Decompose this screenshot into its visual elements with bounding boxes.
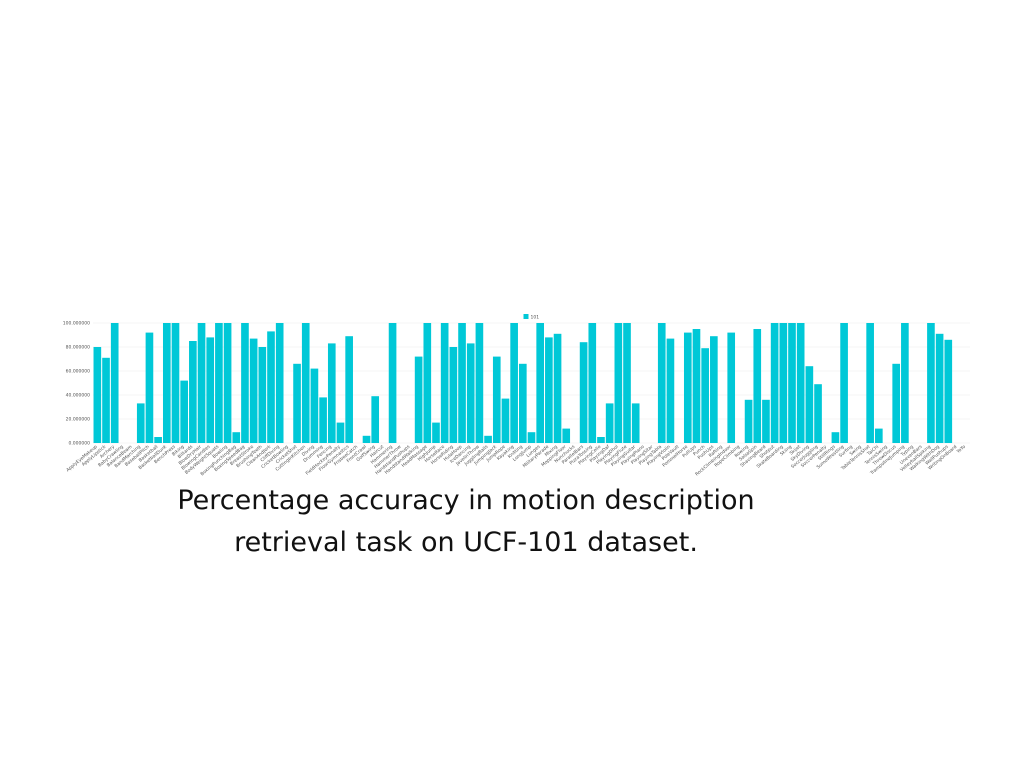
bar	[623, 323, 631, 443]
bar	[475, 323, 484, 443]
bar	[666, 338, 675, 443]
bar	[814, 384, 822, 443]
bar	[501, 398, 510, 443]
bar	[449, 347, 458, 443]
bar	[432, 422, 440, 443]
bar	[440, 323, 449, 443]
bar	[336, 422, 345, 443]
bar	[345, 336, 353, 443]
bar	[414, 356, 423, 443]
bar	[136, 403, 145, 443]
bar	[831, 432, 840, 443]
bar	[327, 343, 336, 443]
bar	[692, 329, 701, 443]
bar	[527, 432, 536, 443]
bar	[215, 323, 223, 443]
bar	[545, 337, 553, 443]
bar	[631, 403, 640, 443]
bar	[319, 397, 327, 443]
bar	[605, 403, 614, 443]
legend-swatch	[523, 314, 529, 319]
bar	[727, 332, 736, 443]
bar	[788, 323, 796, 443]
bar	[388, 323, 397, 443]
legend-label: 101	[531, 315, 540, 321]
bar	[301, 323, 310, 443]
bar	[232, 432, 241, 443]
bar	[840, 323, 848, 443]
bar	[249, 338, 258, 443]
bar	[206, 337, 215, 443]
bar	[762, 399, 770, 443]
bar	[93, 347, 102, 443]
bar	[310, 368, 319, 443]
y-tick-label: 40.000000	[66, 393, 90, 399]
bar	[683, 332, 692, 443]
bar	[710, 336, 718, 443]
bar	[805, 366, 814, 443]
bar	[553, 333, 562, 443]
bar	[110, 323, 119, 443]
bar	[484, 435, 492, 443]
bar	[458, 323, 466, 443]
bar	[944, 339, 953, 443]
bar	[866, 323, 874, 443]
bar	[927, 323, 935, 443]
bar	[189, 341, 197, 443]
bar	[701, 348, 709, 443]
chart: 0.000000 20.000000 40.000000 60.000000 80.00…	[63, 314, 970, 477]
caption: Percentage accuracy in motion descriptio…	[177, 485, 755, 558]
bar	[362, 435, 371, 443]
bar	[102, 357, 110, 443]
bar	[657, 323, 666, 443]
bar	[901, 323, 909, 443]
bar	[293, 363, 301, 443]
bar	[892, 363, 901, 443]
bar	[779, 323, 788, 443]
bar	[154, 437, 162, 443]
bar	[267, 331, 275, 443]
x-tick-label: YoYo	[955, 444, 967, 456]
bar	[518, 363, 527, 443]
bar	[466, 343, 475, 443]
y-tick-label: 100.000000	[63, 321, 90, 327]
bar	[744, 399, 753, 443]
bar	[492, 356, 501, 443]
bar	[796, 323, 805, 443]
bar	[753, 329, 762, 443]
bar	[935, 333, 944, 443]
bar	[171, 323, 180, 443]
y-tick-label: 80.000000	[66, 345, 90, 351]
y-tick-label: 20.000000	[66, 417, 90, 423]
bar	[275, 323, 284, 443]
bar	[536, 323, 545, 443]
bar	[510, 323, 518, 443]
bar	[614, 323, 623, 443]
bar	[562, 428, 571, 443]
bar	[875, 428, 883, 443]
bar	[162, 323, 171, 443]
bar	[579, 342, 588, 443]
bar	[180, 380, 188, 443]
y-tick-label: 0.000000	[69, 441, 91, 447]
bar	[258, 347, 267, 443]
bar	[241, 323, 249, 443]
bar	[371, 396, 380, 443]
bar	[423, 323, 432, 443]
bar	[223, 323, 232, 443]
bar	[770, 323, 779, 443]
y-tick-label: 60.000000	[66, 369, 90, 375]
bar	[145, 332, 154, 443]
bar	[588, 323, 597, 443]
bar	[597, 437, 605, 443]
bar	[197, 323, 206, 443]
